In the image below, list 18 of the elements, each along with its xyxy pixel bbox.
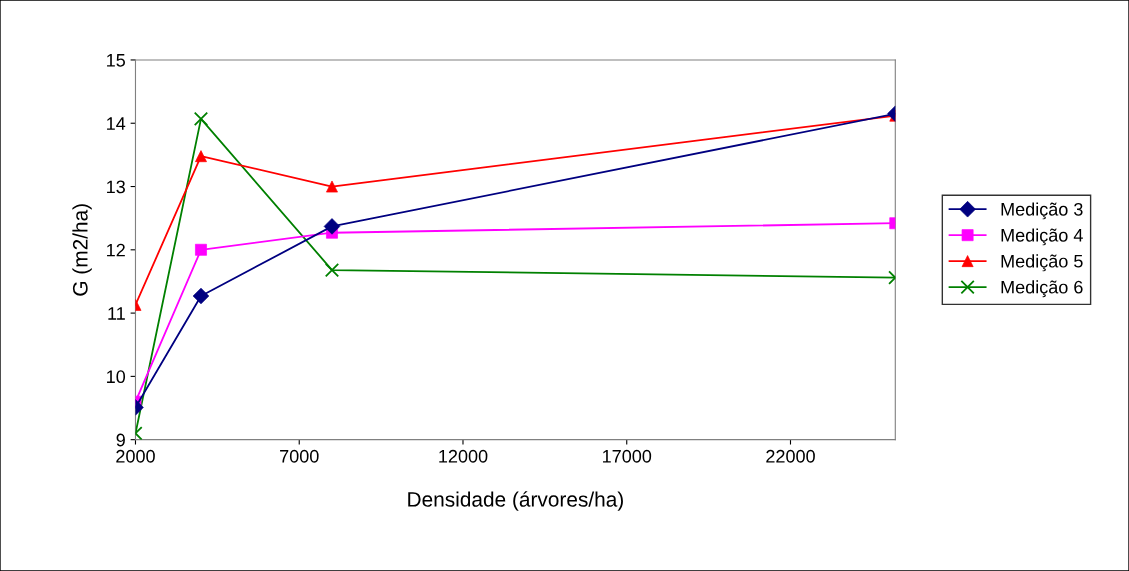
y-tick-label: 9 <box>116 433 125 447</box>
y-tick-label: 11 <box>108 307 125 320</box>
x-tick-label: 12000 <box>439 449 488 463</box>
y-tick-label: 14 <box>107 117 126 130</box>
x-axis-title: Densidade (árvores/ha) <box>408 491 623 511</box>
y-tick-label: 10 <box>107 370 126 384</box>
y-axis-title: G (m2/ha) <box>72 204 92 296</box>
y-tick-label: 13 <box>107 180 125 194</box>
y-tick-label: 15 <box>107 54 125 67</box>
legend-label: Medição 5 <box>1001 254 1083 272</box>
x-tick-label: 17000 <box>603 449 652 463</box>
x-tick-label: 7000 <box>280 449 319 463</box>
legend-label: Medição 3 <box>1001 202 1083 220</box>
legend-label: Medição 4 <box>1001 228 1083 246</box>
x-tick-label: 22000 <box>766 449 815 463</box>
legend-label: Medição 6 <box>1001 280 1083 298</box>
x-tick-label: 2000 <box>116 449 155 463</box>
y-tick-label: 12 <box>107 243 125 257</box>
